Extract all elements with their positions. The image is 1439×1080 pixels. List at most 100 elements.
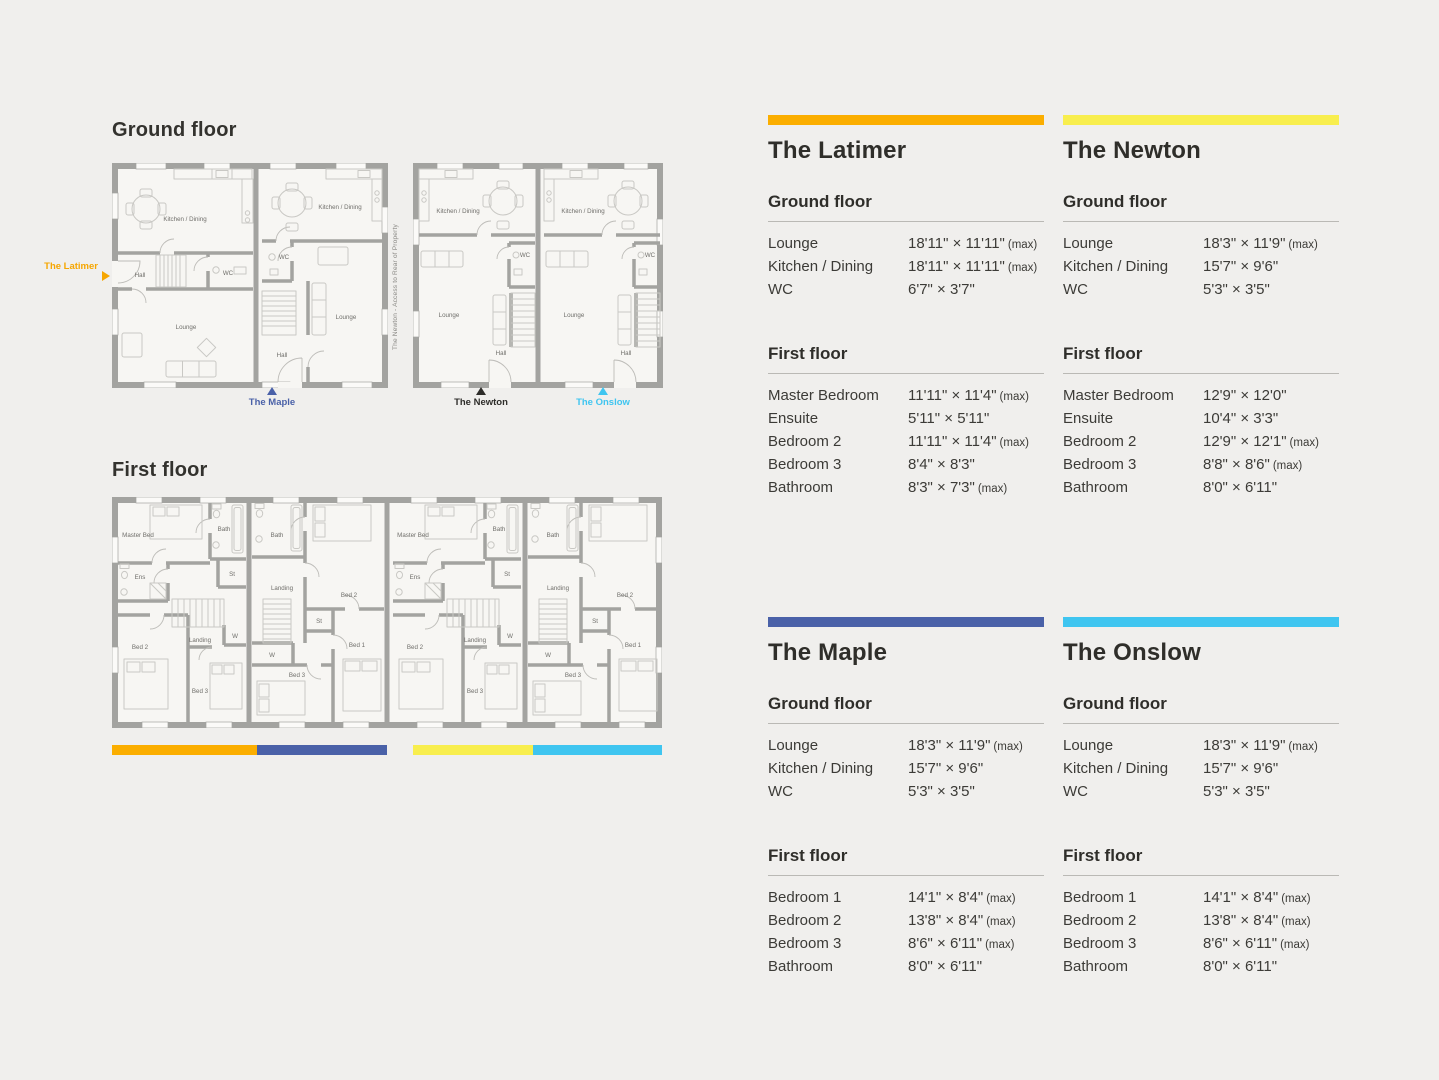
room-name: Bedroom 2 — [1063, 912, 1137, 929]
dimension-value: 12'9" × 12'1" — [1203, 433, 1287, 450]
room-label: Kitchen / Dining — [318, 204, 362, 211]
first-floor-section: First floor Master Bedroom 12'9" × 12'0" … — [1063, 344, 1339, 500]
room-name: Bedroom 3 — [768, 935, 842, 952]
room-name: Lounge — [1063, 235, 1114, 252]
room-dimension: 14'1" × 8'4" (max) — [1203, 887, 1311, 910]
spec-row: Master Bedroom 11'11" × 11'4" (max) — [768, 385, 1044, 408]
ground-floor-section: Ground floor Lounge 18'3" × 11'9" (max) Ki… — [1063, 192, 1339, 302]
dimension-value: 18'11" × 11'11" — [908, 235, 1005, 252]
up-arrow-icon — [598, 387, 608, 395]
ground-floor-plan-right: Kitchen / Dining Lounge WC Hall — [413, 163, 663, 388]
first-floor-plan: Master Bed Bath Ens St Landing Bed 2 Bed… — [112, 497, 662, 728]
max-note: (max) — [999, 391, 1029, 403]
dimension-value: 18'3" × 11'9" — [1203, 235, 1286, 252]
furniture — [121, 168, 383, 378]
panel-title: The Maple — [768, 639, 888, 666]
room-name: Bedroom 3 — [768, 456, 842, 473]
spec-row: Lounge 18'3" × 11'9" (max) — [1063, 233, 1339, 256]
latimer-color-strip — [112, 745, 257, 755]
room-name: Bathroom — [768, 479, 834, 496]
spec-row: Bathroom 8'0" × 6'11" — [1063, 477, 1339, 500]
room-dimension: 18'3" × 11'9" (max) — [1203, 735, 1318, 758]
spec-row: WC 5'3" × 3'5" — [768, 781, 1044, 804]
dimension-value: 13'8" × 8'4" — [1203, 912, 1279, 929]
room-dimension: 11'11" × 11'4" (max) — [908, 431, 1029, 454]
room-dimension: 5'3" × 3'5" — [1203, 781, 1273, 804]
marker-the-onslow: The Onslow — [563, 387, 643, 409]
max-note: (max) — [1281, 893, 1311, 905]
room-name: WC — [1063, 783, 1088, 800]
dimension-value: 11'11" × 11'4" — [908, 433, 997, 450]
room-name: Bedroom 2 — [1063, 433, 1137, 450]
room-name: Lounge — [768, 737, 819, 754]
dimension-value: 8'8" × 8'6" — [1203, 456, 1270, 473]
marker-label: The Maple — [248, 397, 296, 408]
room-name: Bedroom 1 — [1063, 889, 1137, 906]
section-heading: First floor — [768, 344, 848, 363]
max-note: (max) — [1007, 239, 1038, 251]
right-arrow-icon — [102, 271, 110, 281]
marker-label: The Newton — [454, 397, 508, 408]
max-note: (max) — [1280, 939, 1310, 951]
marker-label: The Onslow — [576, 397, 630, 408]
room-dimension: 18'11" × 11'11" (max) — [908, 233, 1037, 256]
spec-row: Ensuite 10'4" × 3'3" — [1063, 408, 1339, 431]
room-dimension: 11'11" × 11'4" (max) — [908, 385, 1029, 408]
section-heading: First floor — [1063, 846, 1143, 865]
first-floor-heading: First floor — [112, 459, 208, 481]
up-arrow-icon — [267, 387, 277, 395]
room-name: Bedroom 2 — [768, 433, 842, 450]
dimension-value: 5'3" × 3'5" — [1203, 783, 1270, 800]
max-note: (max) — [1007, 262, 1038, 274]
room-label: Hall — [135, 272, 146, 279]
room-name: Lounge — [768, 235, 819, 252]
dimension-value: 14'1" × 8'4" — [1203, 889, 1279, 906]
dimension-value: 15'7" × 9'6" — [908, 760, 984, 777]
room-dimension: 6'7" × 3'7" — [908, 279, 978, 302]
room-label: Lounge — [176, 324, 197, 331]
room-name: Bedroom 2 — [768, 912, 842, 929]
room-dimension: 8'3" × 7'3" (max) — [908, 477, 1007, 500]
newton-color-strip — [413, 745, 533, 755]
section-heading: First floor — [1063, 344, 1143, 363]
panel-color-bar — [1063, 115, 1339, 125]
spec-row: Bedroom 1 14'1" × 8'4" (max) — [768, 887, 1044, 910]
room-name: WC — [768, 281, 793, 298]
dimension-value: 18'11" × 11'11" — [908, 258, 1005, 275]
panel-the-latimer: The Latimer Ground floor Lounge 18'11" × … — [768, 115, 1044, 500]
dimension-value: 8'6" × 6'11" — [1203, 935, 1278, 952]
windows — [112, 163, 388, 388]
spec-row: Bedroom 3 8'6" × 6'11" (max) — [1063, 933, 1339, 956]
spec-row: Bedroom 3 8'6" × 6'11" (max) — [768, 933, 1044, 956]
spec-row: Lounge 18'3" × 11'9" (max) — [768, 735, 1044, 758]
spec-row: Lounge 18'3" × 11'9" (max) — [1063, 735, 1339, 758]
dimension-value: 5'3" × 3'5" — [908, 783, 975, 800]
section-heading: First floor — [768, 846, 848, 865]
marker-the-maple: The Maple — [232, 387, 312, 409]
panel-the-newton: The Newton Ground floor Lounge 18'3" × 11… — [1063, 115, 1339, 500]
room-name: Lounge — [1063, 737, 1114, 754]
panel-color-bar — [768, 617, 1044, 627]
panel-title: The Newton — [1063, 137, 1201, 164]
spec-row: WC 5'3" × 3'5" — [1063, 781, 1339, 804]
ground-floor-plan-left: Kitchen / Dining Hall WC Lounge Kitchen … — [112, 163, 388, 388]
room-dimension: 13'8" × 8'4" (max) — [908, 910, 1016, 933]
max-note: (max) — [1272, 460, 1303, 472]
room-dimension: 18'3" × 11'9" (max) — [908, 735, 1023, 758]
max-note: (max) — [999, 437, 1029, 449]
spec-row: Bedroom 2 13'8" × 8'4" (max) — [1063, 910, 1339, 933]
dimension-value: 15'7" × 9'6" — [1203, 760, 1279, 777]
dimension-value: 13'8" × 8'4" — [908, 912, 984, 929]
onslow-color-strip — [533, 745, 662, 755]
room-dimension: 15'7" × 9'6" — [1203, 256, 1281, 279]
spec-row: Bedroom 2 11'11" × 11'4" (max) — [768, 431, 1044, 454]
marker-the-latimer: The Latimer — [44, 261, 98, 273]
dimension-value: 5'3" × 3'5" — [1203, 281, 1270, 298]
panel-color-bar — [1063, 617, 1339, 627]
divider — [1063, 875, 1339, 876]
room-name: Bathroom — [1063, 479, 1129, 496]
room-dimension: 8'0" × 6'11" — [908, 956, 985, 979]
room-name: Master Bedroom — [1063, 387, 1174, 404]
divider — [1063, 723, 1339, 724]
divider — [768, 373, 1044, 374]
